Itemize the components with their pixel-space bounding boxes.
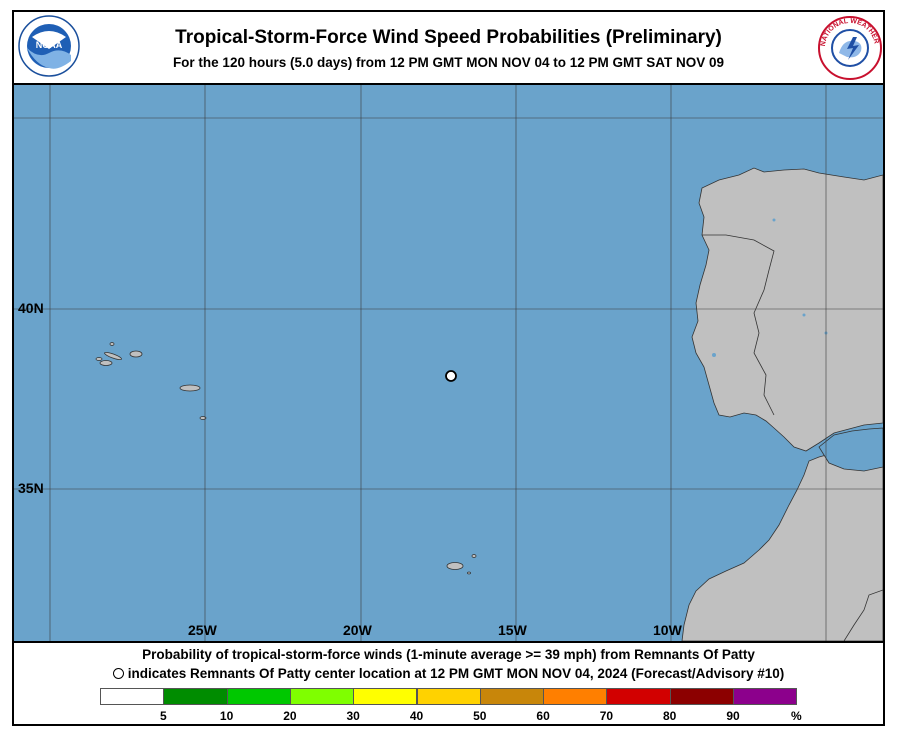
legend-label: 50 — [473, 709, 487, 723]
legend-label: 10 — [219, 709, 234, 723]
noaa-logo-icon: NOAA — [18, 15, 80, 77]
lon-label-25w: 25W — [188, 622, 217, 638]
legend-swatch — [289, 688, 355, 705]
morocco-border — [843, 589, 883, 641]
legend-label: 90 — [726, 709, 740, 723]
legend-label: 30 — [346, 709, 360, 723]
lon-label-10w: 10W — [653, 622, 682, 638]
legend-label: 5 — [159, 709, 167, 723]
map-area — [14, 83, 883, 643]
lat-label-35n: 35N — [18, 480, 44, 496]
noaa-logo-text: NOAA — [36, 40, 63, 50]
legend-swatch — [353, 688, 418, 705]
azores-islands — [95, 342, 207, 420]
map-svg — [14, 85, 883, 641]
legend-swatch — [100, 688, 165, 705]
legend-swatch — [543, 688, 608, 705]
legend-swatch — [163, 688, 228, 705]
lon-label-20w: 20W — [343, 622, 372, 638]
madeira-islands — [446, 554, 477, 575]
center-marker-legend-icon — [112, 668, 124, 679]
mediterranean-sea — [818, 427, 883, 472]
legend-label: 20 — [283, 709, 297, 723]
storm-center-marker — [445, 370, 457, 382]
legend-swatch — [606, 688, 671, 705]
lon-label-15w: 15W — [498, 622, 527, 638]
chart-title: Tropical-Storm-Force Wind Speed Probabil… — [175, 27, 722, 48]
legend-label: % — [790, 709, 802, 723]
legend-swatch — [226, 688, 291, 705]
footer-center-note-row: indicates Remnants Of Patty center locat… — [0, 666, 897, 681]
chart-subtitle: For the 120 hours (5.0 days) from 12 PM … — [172, 55, 725, 70]
legend-swatch — [669, 688, 734, 705]
lat-lon-grid — [14, 85, 883, 641]
lat-label-40n: 40N — [18, 300, 44, 316]
iberia-landmass — [691, 167, 883, 452]
legend-label: 70 — [599, 709, 614, 723]
legend-swatch — [416, 688, 481, 705]
footer-center-note: indicates Remnants Of Patty center locat… — [127, 666, 785, 681]
portugal-spain-border — [702, 234, 775, 416]
legend-swatch — [733, 688, 798, 705]
legend-label: 80 — [663, 709, 677, 723]
legend-label: 60 — [536, 709, 550, 723]
footer-description: Probability of tropical-storm-force wind… — [142, 647, 755, 662]
legend-swatch — [479, 688, 545, 705]
legend-label: 40 — [409, 709, 424, 723]
national-weather-service-logo-icon: NATIONAL WEATHER SERVICE — [814, 10, 883, 81]
